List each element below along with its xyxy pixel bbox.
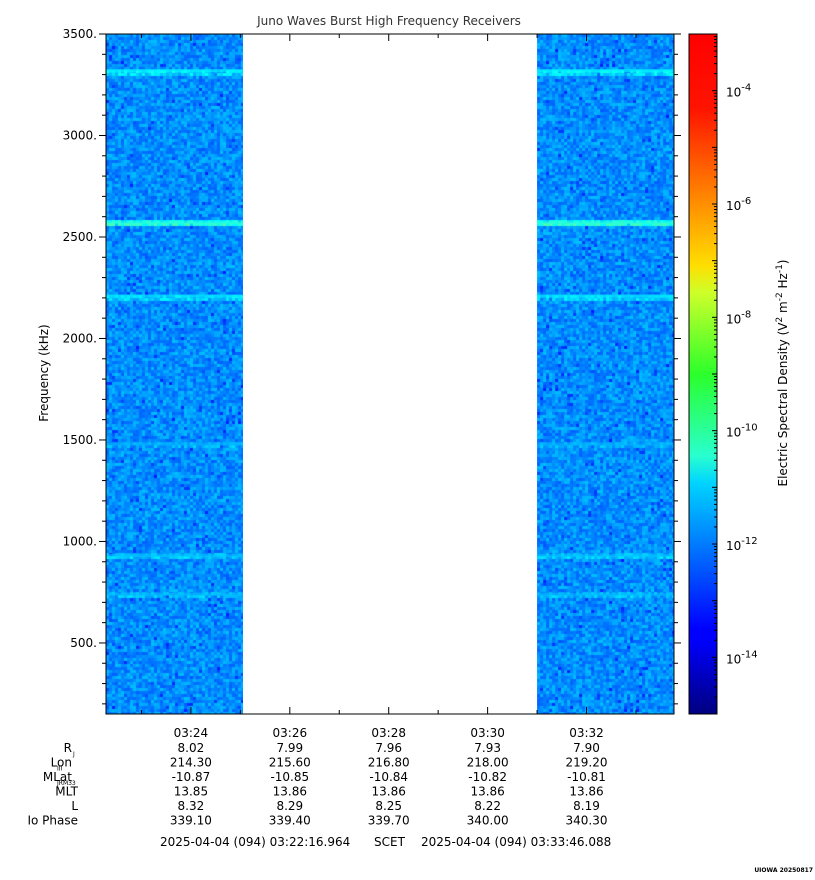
x-tick-label: 03:24: [174, 726, 209, 740]
ephemeris-value: -10.87: [172, 770, 211, 784]
ephemeris-row-sublabel: J: [72, 751, 75, 758]
y-tick-label: 2000.: [63, 331, 97, 345]
ephemeris-value: 7.99: [276, 741, 303, 755]
ephemeris-row-label: L: [71, 799, 78, 813]
ephemeris-value: 7.93: [474, 741, 501, 755]
colorbar: 10-14 10-12 10-10 10-8 10-6 10-4: [688, 33, 758, 715]
colorbar-tick-label: 10-8: [726, 309, 751, 326]
ephemeris-value: 215.60: [269, 756, 311, 770]
ephemeris-value: 216.80: [368, 756, 410, 770]
ephemeris-value: 214.30: [170, 756, 212, 770]
x-tick-label: 03:28: [371, 726, 406, 740]
ephemeris-value: -10.85: [270, 770, 309, 784]
ephemeris-value: -10.81: [567, 770, 606, 784]
footer-end-time: 2025-04-04 (094) 03:33:46.088: [421, 835, 611, 849]
ephemeris-value: 8.32: [178, 799, 205, 813]
ephemeris-value: 8.22: [474, 799, 501, 813]
plot-frame: [105, 33, 675, 715]
ephemeris-value: 219.20: [566, 756, 608, 770]
x-tick-label: 03:32: [569, 726, 604, 740]
ephemeris-value: 8.02: [178, 741, 205, 755]
plot-area: [105, 33, 675, 715]
colorbar-tick-label: 10-6: [726, 196, 751, 213]
ephemeris-row-label: MLat: [43, 770, 72, 784]
spectrogram-image: [537, 34, 675, 714]
x-tick-label: 03:30: [470, 726, 505, 740]
ephemeris-value: 13.86: [569, 785, 603, 799]
ephemeris-value: 340.00: [467, 814, 509, 828]
footer-credit: UIOWA 20250817: [754, 867, 813, 874]
spectrogram-block: [537, 34, 675, 714]
colorbar-tick-label: 10-14: [726, 649, 758, 666]
ephemeris-row-label: Io Phase: [27, 814, 78, 828]
ephemeris-value: 13.86: [273, 785, 307, 799]
colorbar-tick-label: 10-10: [726, 423, 758, 440]
colorbar-tick-label: 10-12: [726, 536, 758, 553]
y-tick-label: 1000.: [63, 534, 97, 548]
ephemeris-value: 13.86: [372, 785, 406, 799]
chart-title: Juno Waves Burst High Frequency Receiver…: [256, 14, 521, 28]
y-axis-label: Frequency (kHz): [37, 324, 51, 421]
ephemeris-row-label: R: [64, 741, 72, 755]
ephemeris-value: 8.19: [573, 799, 600, 813]
ephemeris-value: -10.82: [468, 770, 507, 784]
spectrogram-image: [106, 34, 243, 714]
ephemeris-value: 339.70: [368, 814, 410, 828]
ephemeris-value: 13.85: [174, 785, 208, 799]
ephemeris-value: 340.30: [566, 814, 608, 828]
colorbar-label: Electric Spectral Density (V2 m-2 Hz-1): [775, 259, 790, 486]
y-tick-label: 3000.: [63, 128, 97, 142]
ephemeris-value: 339.40: [269, 814, 311, 828]
ephemeris-value: 8.25: [375, 799, 402, 813]
spectrogram-block: [106, 34, 243, 714]
y-axis: 500. 1000. 1500. 2000. 2500. 3000. 3500.: [63, 27, 681, 705]
x-tick-label: 03:26: [273, 726, 308, 740]
footer-start-time: 2025-04-04 (094) 03:22:16.964: [160, 835, 350, 849]
ephemeris-value: 218.00: [467, 756, 509, 770]
ephemeris-row-sublabel: III: [57, 766, 63, 773]
ephemeris-value: 13.86: [470, 785, 504, 799]
ephemeris-value: 8.29: [276, 799, 303, 813]
ephemeris-value: 339.10: [170, 814, 212, 828]
y-tick-label: 3500.: [63, 27, 97, 41]
y-tick-label: 500.: [70, 636, 97, 650]
ephemeris-row-sublabel: JRM33: [56, 780, 76, 787]
ephemeris-value: 7.90: [573, 741, 600, 755]
x-axis: 03:24 03:26 03:28 03:30 03:32: [140, 34, 637, 740]
footer-scet-label: SCET: [374, 835, 406, 849]
ephemeris-value: 7.96: [375, 741, 402, 755]
ephemeris-row-label: Lon: [51, 756, 72, 770]
ephemeris-row-label: MLT: [55, 785, 78, 799]
colorbar-tick-label: 10-4: [726, 83, 751, 100]
ephemeris-value: -10.84: [369, 770, 408, 784]
y-tick-label: 2500.: [63, 230, 97, 244]
y-tick-label: 1500.: [63, 433, 97, 447]
